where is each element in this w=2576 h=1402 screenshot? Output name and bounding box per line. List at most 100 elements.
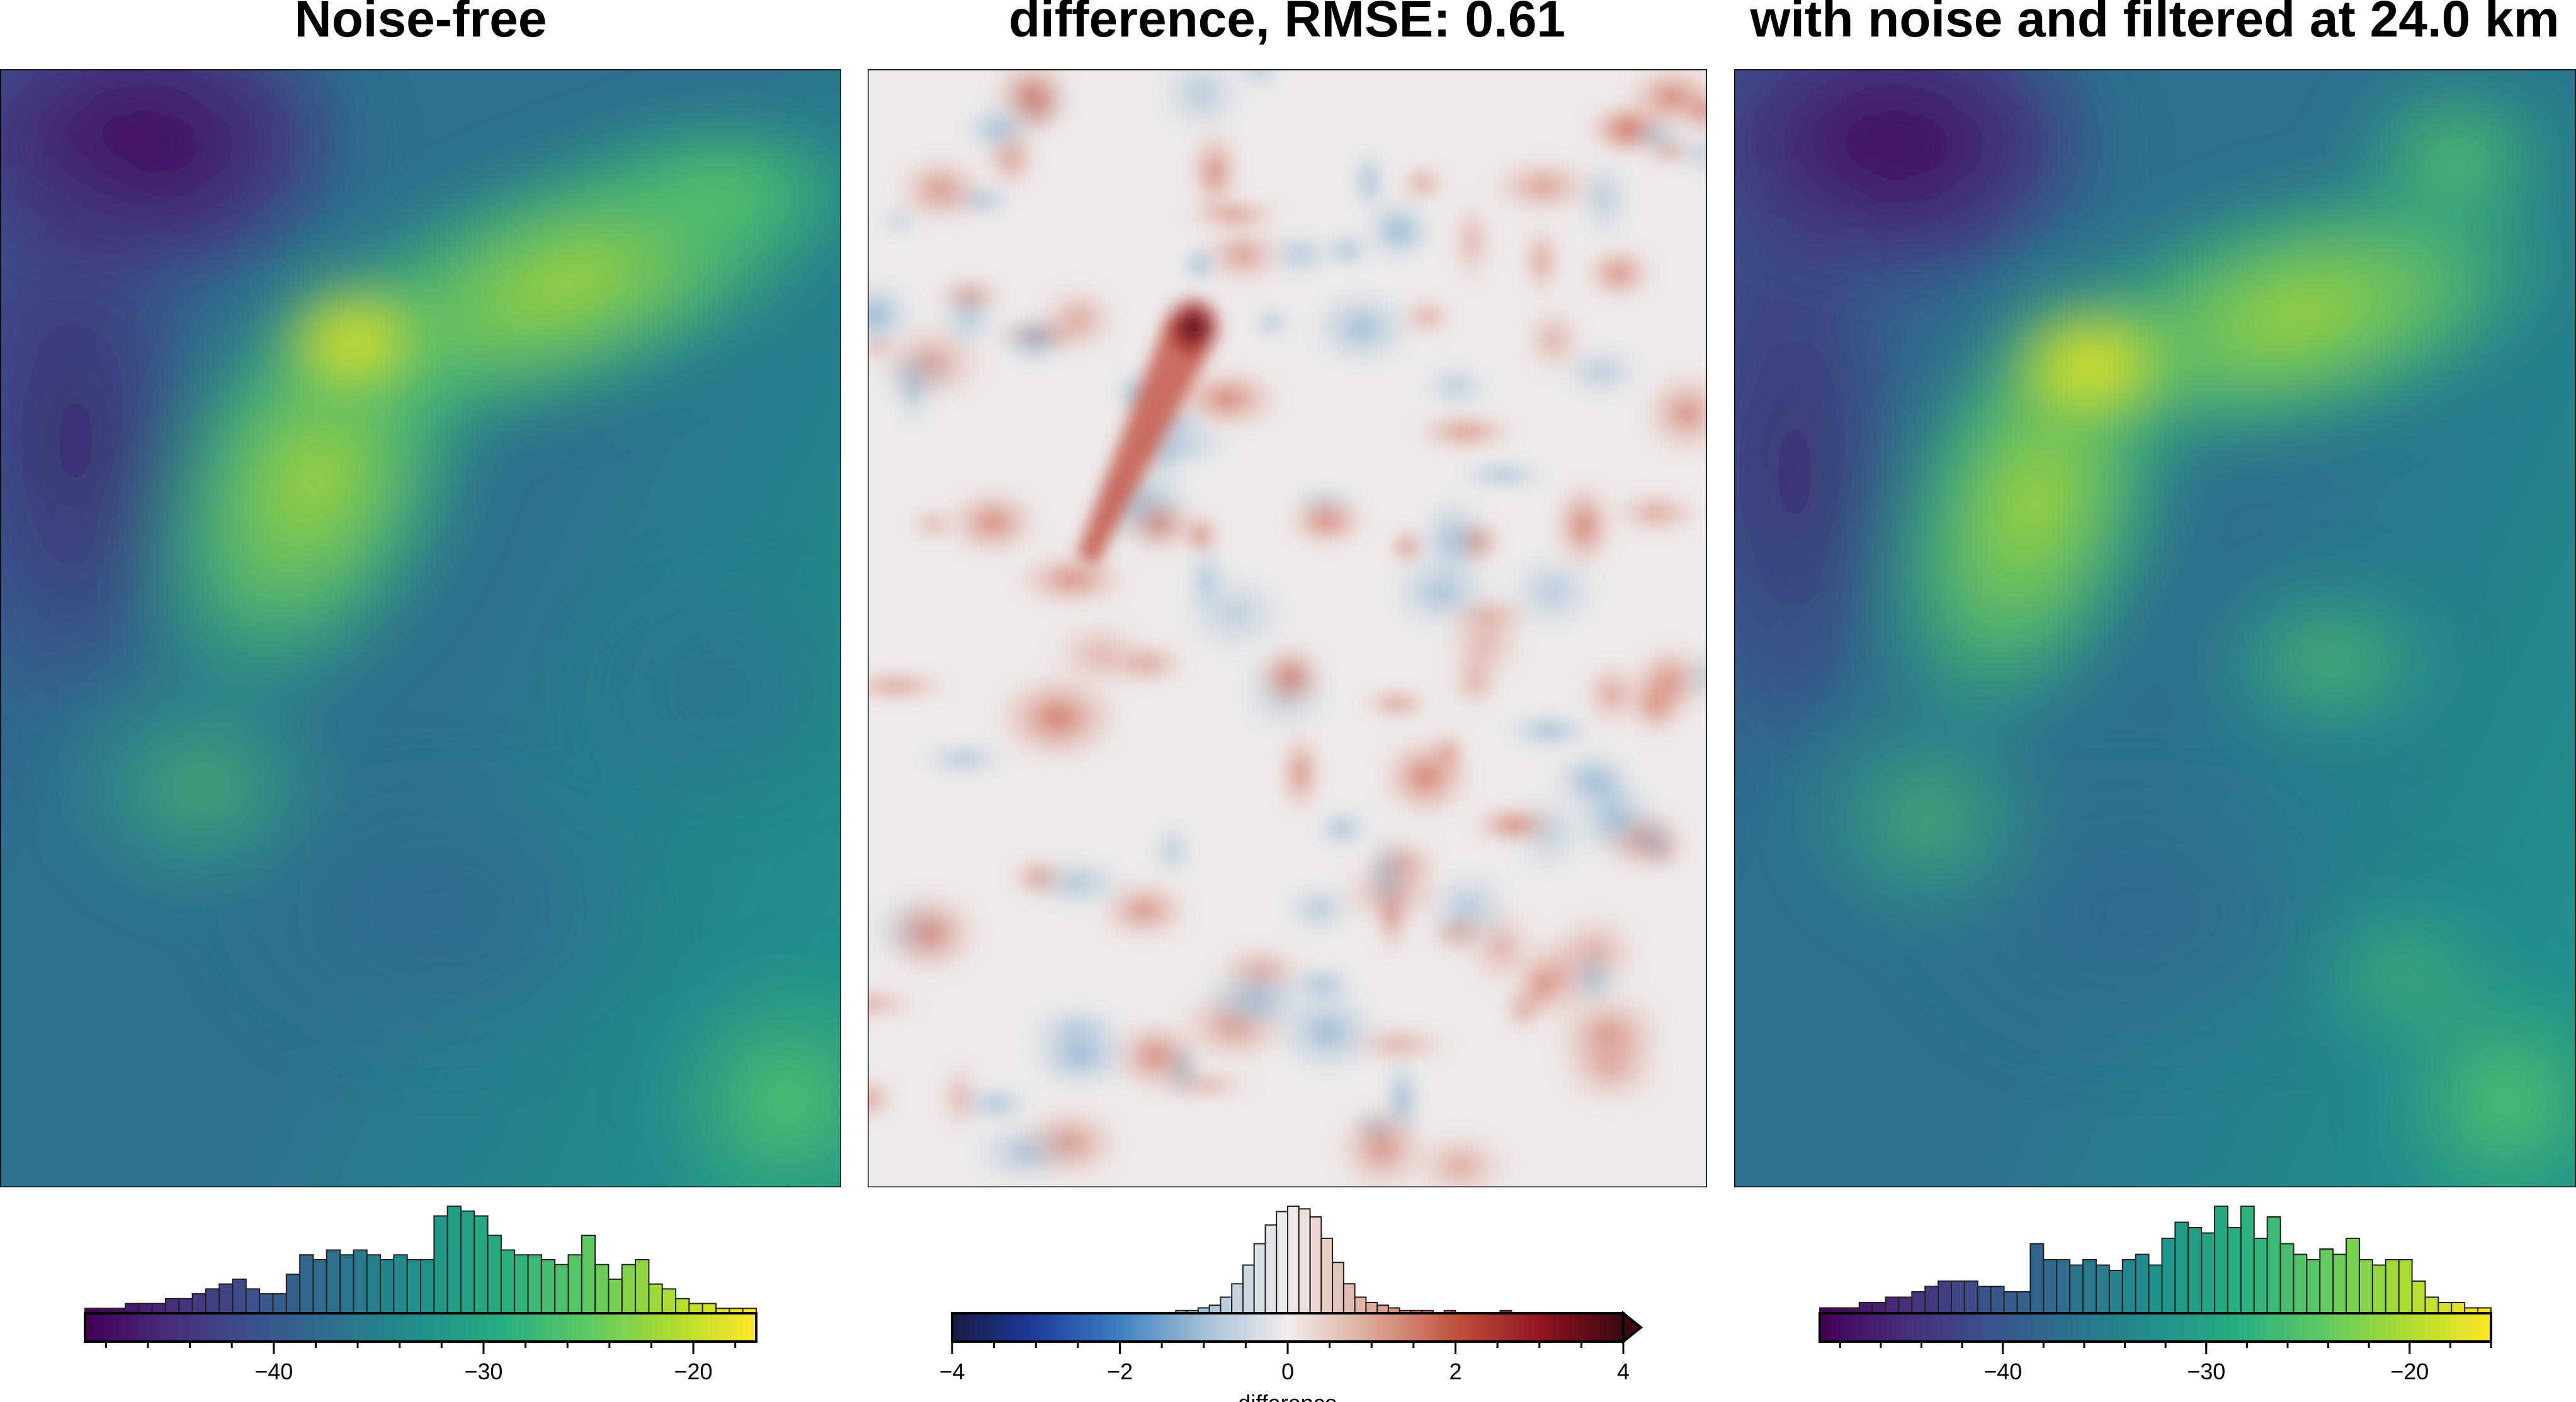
difference-blob xyxy=(892,344,933,435)
histogram-bar xyxy=(2279,1243,2295,1314)
histogram-bar xyxy=(151,1303,166,1314)
difference-blob xyxy=(1319,230,1375,270)
difference-blob xyxy=(1622,668,1688,742)
difference-blob xyxy=(1276,725,1325,820)
histogram-bar xyxy=(312,1259,327,1314)
colorbar-tick-label: −30 xyxy=(464,1359,502,1384)
histogram-bar xyxy=(2451,1302,2466,1314)
difference-blob xyxy=(1185,123,1244,220)
histogram-bar xyxy=(1858,1302,1873,1314)
difference-blob xyxy=(1151,1068,1260,1101)
difference-blob xyxy=(1404,1126,1517,1187)
histogram-bar xyxy=(164,1297,180,1314)
difference-blob xyxy=(1438,605,1531,685)
difference-blob xyxy=(1361,829,1413,923)
histogram-bar xyxy=(259,1293,274,1314)
difference-blob xyxy=(1429,727,1468,780)
colorbar-tick-label: 0 xyxy=(1281,1359,1294,1384)
histogram-bar xyxy=(1264,1224,1278,1314)
histogram-bar xyxy=(474,1215,489,1314)
histogram-bar xyxy=(1354,1296,1367,1314)
colorbar-tick-label: −20 xyxy=(2390,1359,2429,1384)
difference-blob xyxy=(1348,144,1390,218)
histogram-bar xyxy=(594,1263,610,1314)
difference-blob xyxy=(875,886,986,981)
histogram-bar xyxy=(2332,1253,2347,1314)
difference-blob xyxy=(1023,1015,1138,1094)
histogram-bar xyxy=(2069,1264,2084,1314)
difference-blob xyxy=(995,309,1073,371)
difference-blob xyxy=(1578,242,1659,305)
histogram-bar xyxy=(1365,1302,1378,1314)
histogram-bar xyxy=(2043,1259,2058,1314)
difference-blob xyxy=(1447,193,1497,291)
difference-blob xyxy=(933,278,1003,356)
histogram-bar xyxy=(2319,1248,2334,1314)
histogram-bar xyxy=(500,1249,516,1314)
histogram-bar xyxy=(2003,1291,2018,1314)
histogram-bar xyxy=(2135,1253,2150,1314)
colorbar-tick-label: −40 xyxy=(254,1359,293,1384)
histogram-bar xyxy=(2346,1238,2360,1314)
histogram-bar xyxy=(635,1259,650,1314)
colorbar-strip xyxy=(951,1312,1625,1343)
difference-blob xyxy=(1635,365,1707,462)
difference-blob xyxy=(1281,491,1372,551)
histogram-bar xyxy=(701,1303,717,1314)
colorbar-filtered: −40 −30 −20 xyxy=(1819,1206,2492,1384)
difference-blob xyxy=(1252,640,1329,715)
difference-blob xyxy=(1268,984,1387,1079)
difference-blob xyxy=(1497,710,1601,751)
colorbar-axis-label: difference xyxy=(1238,1390,1337,1402)
difference-blob xyxy=(1194,221,1291,289)
histogram-bar xyxy=(1911,1291,1926,1314)
colorbar-strip xyxy=(84,1312,757,1343)
histogram-bar xyxy=(393,1254,408,1314)
histogram-bar xyxy=(1977,1286,1992,1314)
difference-blob xyxy=(1303,283,1421,373)
colorbar-strip xyxy=(1819,1312,2492,1343)
histogram-bar xyxy=(2385,1259,2400,1314)
histogram-bar xyxy=(648,1283,663,1314)
histogram-bar xyxy=(339,1254,355,1314)
difference-blob xyxy=(1679,84,1707,138)
panel-title-noise-free: Noise-free xyxy=(294,0,547,48)
difference-blob xyxy=(868,986,926,1021)
heatmap-difference xyxy=(868,69,1707,1187)
histogram-bar xyxy=(299,1254,314,1314)
heatmap-noise-free xyxy=(0,69,841,1187)
histogram-bar xyxy=(2240,1206,2255,1314)
colorbar-tick-label: 4 xyxy=(1617,1359,1630,1384)
histogram-bar xyxy=(1342,1283,1356,1314)
histogram-bar xyxy=(1242,1264,1255,1314)
difference-blob xyxy=(1234,69,1283,89)
difference-blob xyxy=(1417,359,1494,413)
histogram-bar xyxy=(2056,1259,2071,1314)
colorbar-noise-free: −40 −30 −20 xyxy=(84,1206,757,1384)
difference-blob xyxy=(1627,113,1687,157)
histogram-bar xyxy=(232,1278,247,1314)
histogram-bar xyxy=(2371,1264,2386,1314)
difference-blob xyxy=(1011,72,1063,139)
histogram-bar xyxy=(460,1210,475,1314)
difference-blob xyxy=(1311,805,1373,852)
histogram-bar xyxy=(2095,1264,2110,1314)
difference-blob xyxy=(1552,341,1650,403)
histogram-bar xyxy=(2187,1227,2203,1314)
histogram-bar xyxy=(2437,1302,2453,1314)
histogram-bar xyxy=(1332,1262,1344,1314)
histogram-bar xyxy=(2082,1259,2097,1314)
difference-blob xyxy=(1006,853,1070,902)
histogram-bar xyxy=(178,1297,193,1314)
histogram-bar xyxy=(420,1259,435,1314)
histogram-bar xyxy=(2227,1227,2242,1314)
histogram-bar xyxy=(326,1249,341,1314)
difference-blob xyxy=(912,740,1016,778)
histogram-bar xyxy=(2306,1259,2321,1314)
histogram-bar xyxy=(487,1235,502,1314)
histogram-bar xyxy=(2016,1291,2031,1314)
colorbar-tick-label: −4 xyxy=(939,1359,965,1384)
difference-blob xyxy=(939,484,1047,561)
histogram-bar xyxy=(1320,1238,1334,1314)
